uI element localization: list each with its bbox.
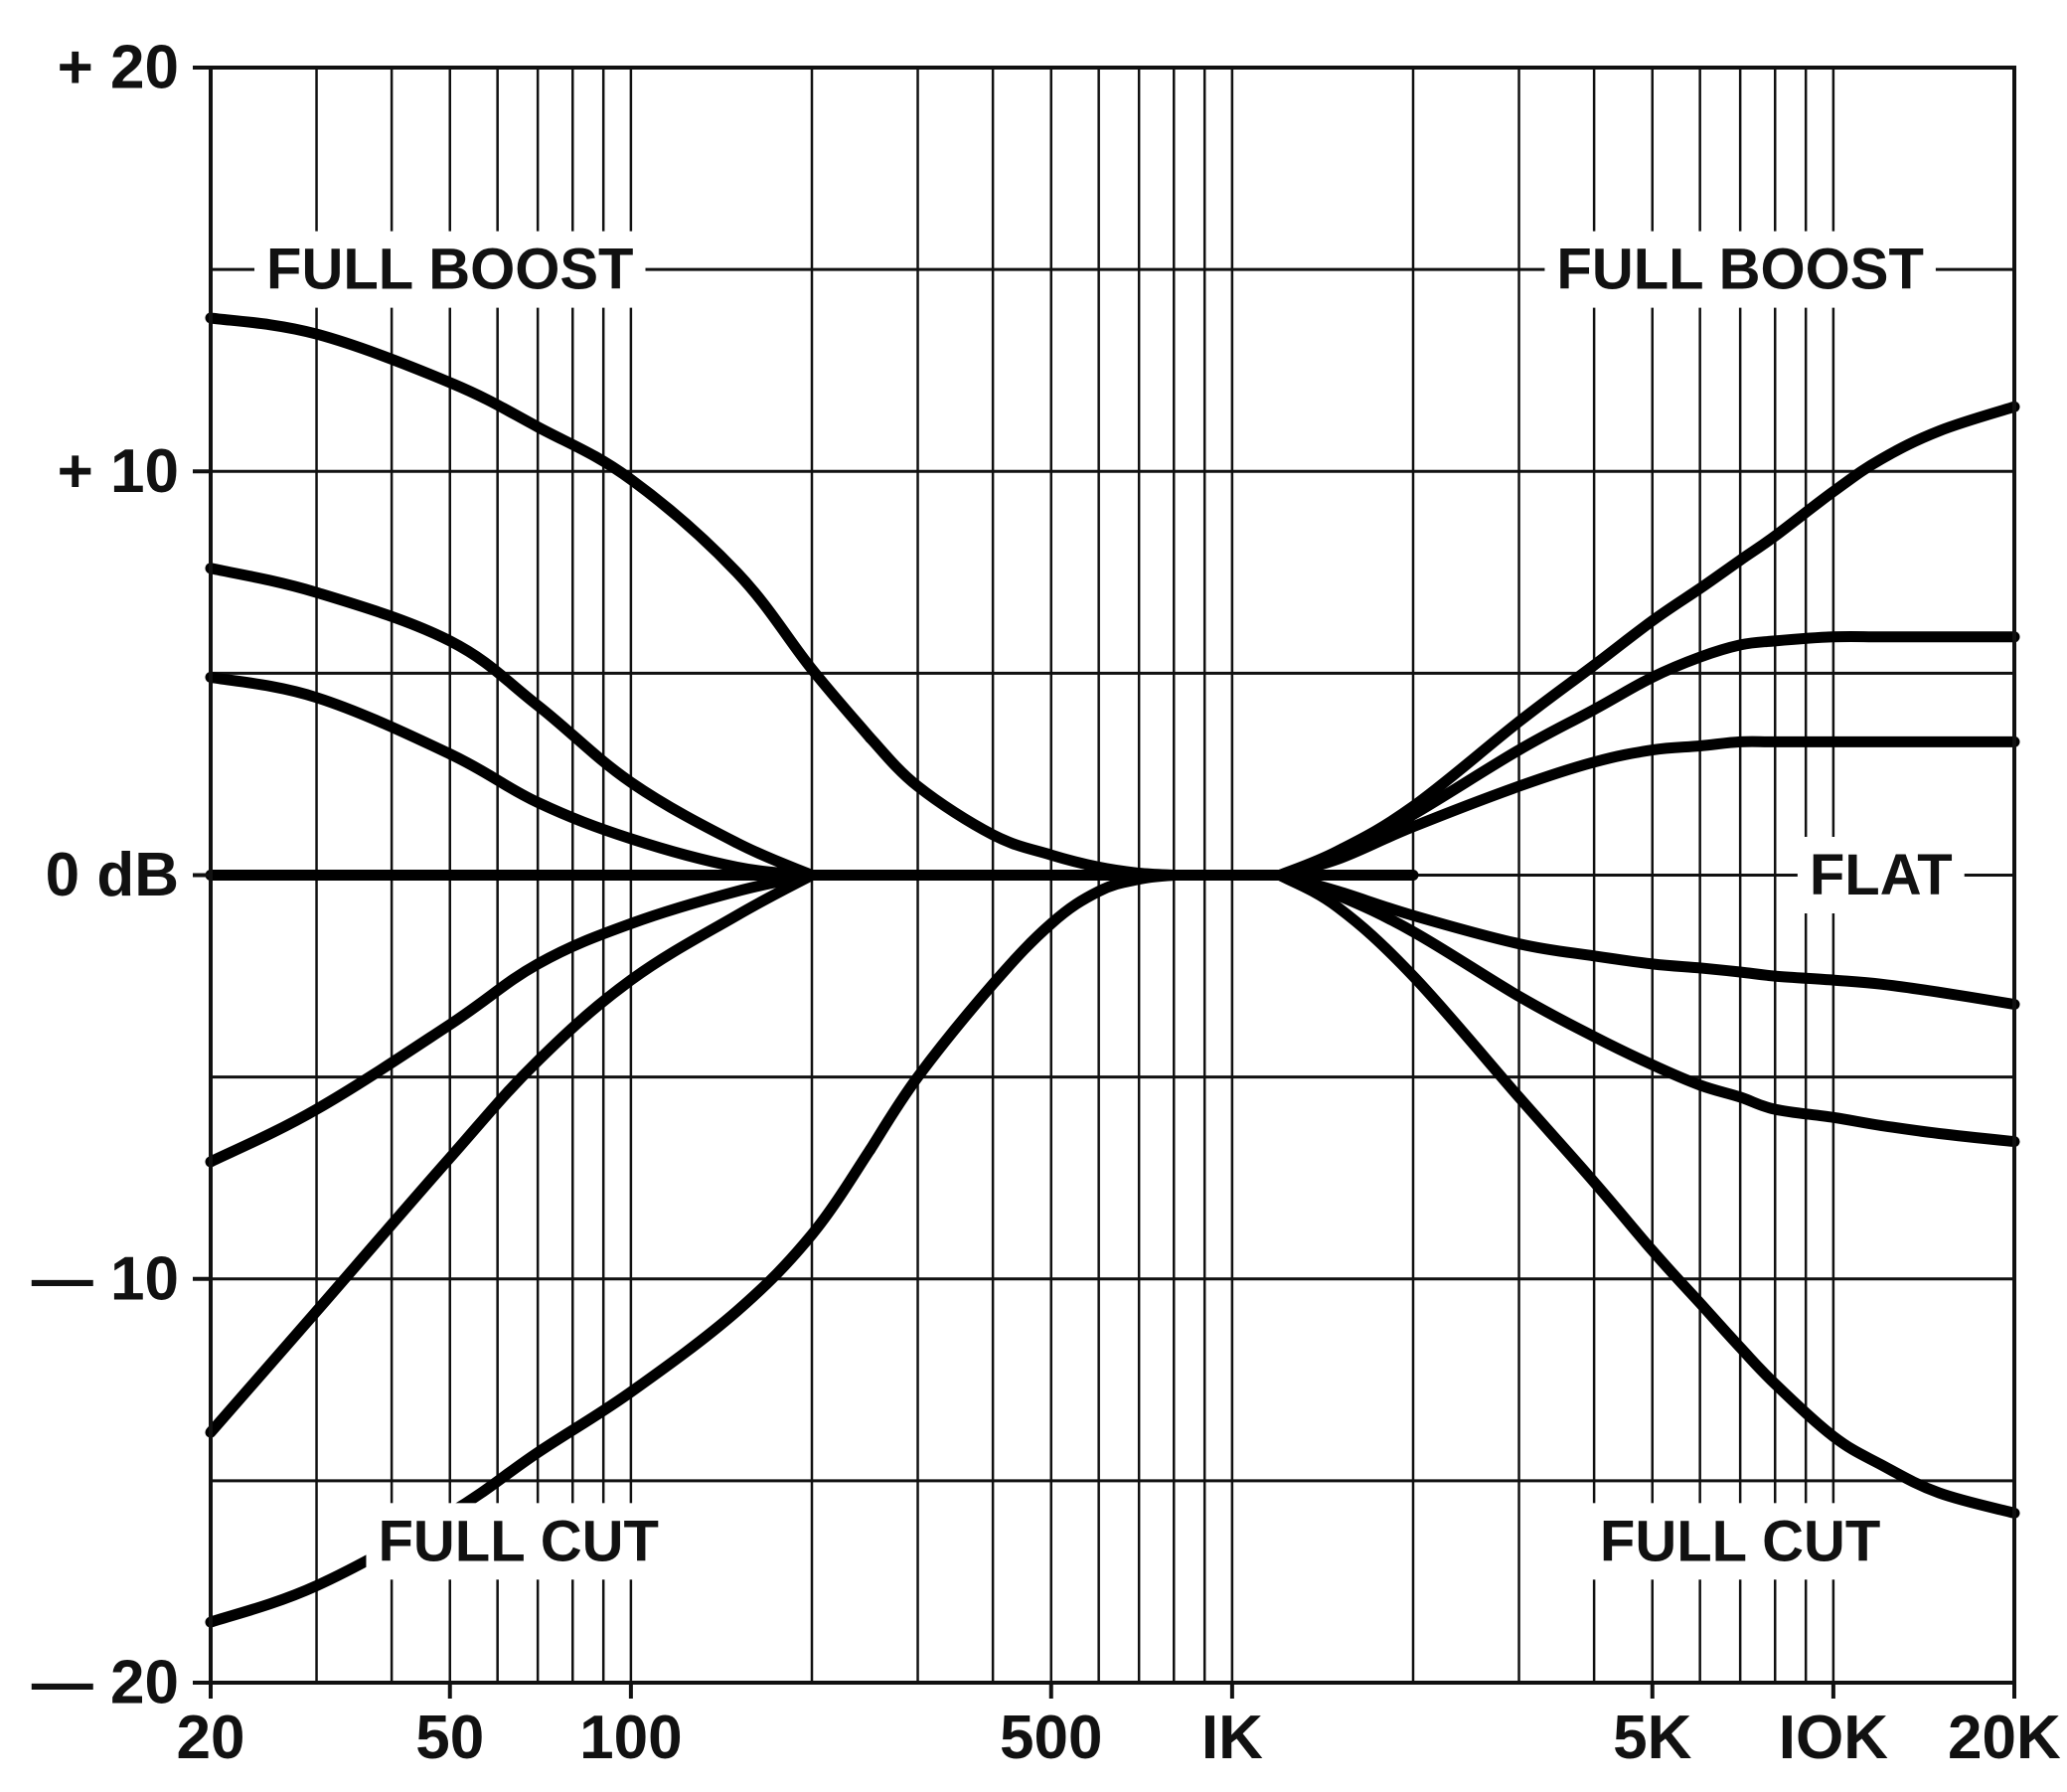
x-tick-label: 5K	[1613, 1704, 1691, 1772]
response-curve-8	[865, 870, 1180, 1156]
response-curve-5	[205, 870, 818, 1168]
response-curve-13	[1274, 870, 2020, 1148]
plot-frame	[209, 66, 2016, 1685]
x-tick-label: 500	[1000, 1704, 1102, 1772]
annotation-4: FULL CUT	[1587, 1503, 1893, 1580]
response-curve-6	[205, 870, 818, 1438]
annotation-0: FULL BOOST	[254, 231, 646, 308]
x-tick-label: 20K	[1948, 1704, 2061, 1772]
annotation-bg	[1587, 1503, 1893, 1580]
annotation-1: FULL BOOST	[1544, 231, 1936, 308]
response-curve-12	[1274, 870, 2020, 1010]
y-tick-label: 0 dB	[46, 841, 179, 909]
annotation-2: FLAT	[1797, 837, 1965, 913]
y-tick-label: — 20	[32, 1649, 179, 1717]
annotation-text: FULL CUT	[1600, 1509, 1880, 1573]
y-tick-label: + 20	[58, 34, 179, 102]
response-curve-2	[865, 732, 1180, 881]
response-curve-4	[205, 671, 818, 881]
x-tick-label: 100	[579, 1704, 682, 1772]
x-tick-label: IK	[1201, 1704, 1263, 1772]
response-curve-1	[205, 312, 876, 743]
annotation-3: FULL CUT	[366, 1503, 671, 1580]
annotation-text: FULL BOOST	[266, 238, 633, 302]
y-tick-label: — 10	[32, 1244, 179, 1313]
annotation-text: FULL CUT	[378, 1509, 658, 1573]
annotation-bg	[1797, 837, 1965, 913]
response-curve-14	[1274, 870, 2020, 1519]
annotation-bg	[366, 1503, 671, 1580]
annotation-bg	[254, 231, 646, 308]
curves	[205, 312, 2020, 1628]
annotation-bg	[1544, 231, 1936, 308]
annotation-text: FULL BOOST	[1556, 238, 1923, 302]
x-tick-label: IOK	[1779, 1704, 1888, 1772]
x-tick-label: 50	[415, 1704, 484, 1772]
annotation-text: FLAT	[1810, 843, 1953, 907]
response-curve-11	[1274, 735, 2020, 881]
annotations: FULL BOOST FULL BOOST FLAT FULL CUT FULL CUT	[254, 231, 1965, 1580]
response-curve-7	[205, 1144, 876, 1628]
response-curve-9	[1274, 401, 2020, 881]
tick-labels: 20 50 100 500 IK 5K IOK 20K + 20 + 10 0 dB — 10 — 20	[32, 34, 2061, 1773]
x-tick-label: 20	[177, 1704, 245, 1772]
response-curve-10	[1274, 630, 2020, 881]
response-curve-3	[205, 563, 818, 881]
y-tick-label: + 10	[58, 437, 179, 506]
